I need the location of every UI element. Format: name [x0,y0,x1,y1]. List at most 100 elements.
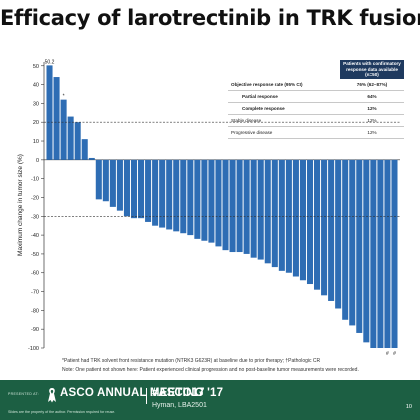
y-tick-label: -90 [31,327,39,333]
bar [306,159,314,285]
bar [370,159,377,348]
waterfall-chart: 50 40 30 20 10 0 -10 -20 -30 -40 -50 -60 -70 -80 -90 -1… [17,59,400,357]
y-tick-label: 40 [33,83,39,89]
bar [264,159,271,264]
y-tick-label: 10 [33,139,39,145]
bar [53,77,60,160]
bar [194,159,201,239]
bar [391,159,398,348]
y-tick-label: -50 [31,252,39,258]
bar [187,159,194,236]
presenter-id: Hyman, LBA2501 [152,402,207,409]
y-tick-label: -80 [31,308,39,314]
data-label: 50.2 [45,59,55,65]
bar [335,159,342,309]
response-row-label: Complete response [228,102,340,115]
response-table-row: Progressive disease 12% [228,126,404,139]
bar [314,159,321,290]
disclaimer: Slides are the property of the author. P… [8,410,116,414]
y-tick-label: -70 [31,290,39,296]
bar [152,159,159,226]
ribbon-icon [48,388,56,403]
bar [88,157,95,160]
bar [180,159,187,234]
y-tick-label: -40 [31,233,39,239]
y-tick-label: 20 [33,120,39,126]
bar [81,139,88,160]
response-row-label: Objective response rate (95% CI) [228,78,340,91]
bar [278,159,285,271]
response-row-label: Stable disease [228,114,340,127]
bar [173,159,180,232]
bar [328,159,335,301]
bar [349,159,356,326]
bar [229,159,236,253]
footer-divider [146,388,147,404]
bar [285,159,292,273]
y-tick-label: -10 [31,177,39,183]
y-tick-label: -30 [31,214,39,220]
y-tick-label: -60 [31,271,39,277]
bar [166,159,173,230]
bar [138,159,145,219]
bar [299,159,306,281]
y-axis-title: Maximum change in tumor size (%) [17,154,24,256]
response-row-value: 64% [340,90,404,103]
bar [257,159,264,260]
response-table-row: Objective response rate (95% CI) 76% (62… [228,78,404,91]
response-table-corner [228,60,340,79]
footer-bar: PRESENTED AT: ASCO ANNUAL MEETING '17 #A… [0,380,420,420]
response-table: Patients with confirmatory response data… [228,60,404,139]
response-table-row: Partial response 64% [228,90,404,103]
response-row-value: 12% [340,126,404,139]
bar [95,159,102,200]
bar [356,159,363,333]
bar [215,159,222,247]
y-tick-label: -20 [31,195,39,201]
bar [74,122,81,160]
data-label: # [386,351,389,357]
bar [67,116,74,160]
bar [243,159,250,254]
bar [384,159,391,348]
bar [116,159,123,211]
page-number: 10 [405,404,412,410]
data-label: * [63,94,65,100]
meeting-name: ASCO ANNUAL MEETING '17 [60,387,224,399]
footnote-resistance: *Patient had TRK solvent front resistanc… [62,358,321,364]
slide-title: Efficacy of larotrectinib in TRK fusion … [0,6,420,30]
bar [102,159,109,202]
y-tick-label: 30 [33,101,39,107]
response-table-header: Patients with confirmatory response data… [340,60,404,79]
bar [377,159,384,348]
bar [159,159,166,228]
bar [342,159,349,320]
bar [46,65,53,160]
response-row-label: Progressive disease [228,126,340,139]
bar [109,159,116,207]
response-table-row: Stable disease 12% [228,114,404,127]
bar [208,159,215,243]
footnote-note: Note: One patient not shown here: Patien… [62,367,359,373]
bar [292,159,299,277]
bar [123,159,130,217]
response-row-value: 76% (62–87%) [340,78,404,91]
response-table-row: Complete response 12% [228,102,404,115]
bar [60,99,67,160]
response-row-value: 12% [340,114,404,127]
bar [271,159,278,268]
response-row-value: 12% [340,102,404,115]
y-tick-label: -100 [28,346,39,352]
bar [236,159,243,253]
y-tick-label: 0 [36,158,39,164]
bar [321,159,328,296]
bar [250,159,257,258]
response-row-label: Partial response [228,90,340,103]
data-label: # [393,351,396,357]
bar [130,159,138,219]
bar [201,159,208,241]
meeting-hashtag: #ASCO17 [152,387,205,399]
bar [363,159,370,343]
bar [145,159,152,222]
